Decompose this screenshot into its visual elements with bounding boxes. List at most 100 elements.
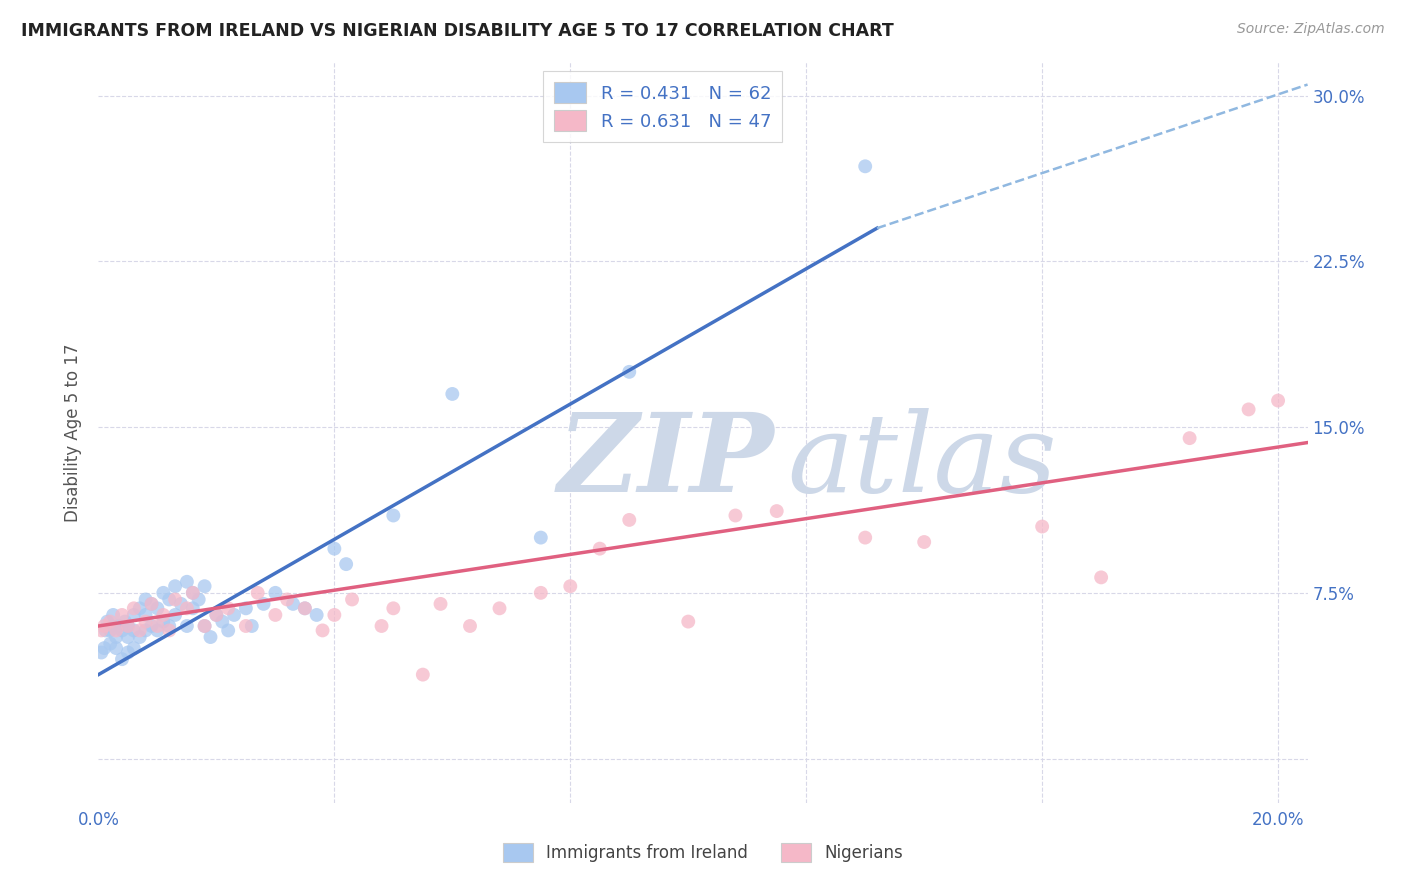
Y-axis label: Disability Age 5 to 17: Disability Age 5 to 17 <box>65 343 83 522</box>
Point <box>912 535 935 549</box>
Point <box>194 619 217 633</box>
Point <box>340 592 363 607</box>
Point <box>105 641 128 656</box>
Point <box>135 592 157 607</box>
Point <box>560 579 582 593</box>
Point <box>141 597 163 611</box>
Point <box>105 624 128 638</box>
Point <box>105 630 128 644</box>
Point <box>335 557 357 571</box>
Point <box>100 619 122 633</box>
Point <box>181 601 204 615</box>
Point <box>200 630 222 644</box>
Point <box>323 607 346 622</box>
Point <box>176 619 198 633</box>
Point <box>530 586 553 600</box>
Point <box>146 619 169 633</box>
Point <box>441 387 464 401</box>
Point <box>294 601 316 615</box>
Point <box>111 607 134 622</box>
Point <box>122 607 145 622</box>
Point <box>252 597 274 611</box>
Point <box>181 586 204 600</box>
Point <box>429 597 451 611</box>
Point <box>235 601 257 615</box>
Point <box>382 601 405 615</box>
Point <box>194 579 217 593</box>
Point <box>246 586 269 600</box>
Point <box>217 601 239 615</box>
Point <box>294 601 316 615</box>
Point <box>281 597 304 611</box>
Point <box>128 601 150 615</box>
Point <box>619 365 641 379</box>
Point <box>187 592 209 607</box>
Point <box>305 607 328 622</box>
Point <box>122 601 145 615</box>
Point <box>152 615 174 629</box>
Point <box>141 619 163 633</box>
Point <box>853 531 876 545</box>
Point <box>141 597 163 611</box>
Point <box>117 646 139 660</box>
Point <box>111 624 134 638</box>
Point <box>765 504 787 518</box>
Point <box>117 619 139 633</box>
Point <box>1031 519 1053 533</box>
Point <box>211 615 233 629</box>
Point <box>157 592 180 607</box>
Point <box>98 624 121 638</box>
Point <box>222 607 245 622</box>
Point <box>146 601 169 615</box>
Point <box>276 592 298 607</box>
Point <box>98 637 121 651</box>
Point <box>101 607 124 622</box>
Point <box>114 615 136 629</box>
Point <box>117 619 139 633</box>
Point <box>370 619 392 633</box>
Point <box>117 630 139 644</box>
Point <box>152 586 174 600</box>
Point <box>93 619 115 633</box>
Point <box>1178 431 1201 445</box>
Point <box>135 615 157 629</box>
Text: Source: ZipAtlas.com: Source: ZipAtlas.com <box>1237 22 1385 37</box>
Point <box>530 531 553 545</box>
Point <box>94 624 117 638</box>
Point <box>152 607 174 622</box>
Point <box>90 646 112 660</box>
Point <box>235 619 257 633</box>
Point <box>146 624 169 638</box>
Point <box>108 619 131 633</box>
Point <box>135 624 157 638</box>
Point <box>382 508 405 523</box>
Text: IMMIGRANTS FROM IRELAND VS NIGERIAN DISABILITY AGE 5 TO 17 CORRELATION CHART: IMMIGRANTS FROM IRELAND VS NIGERIAN DISA… <box>21 22 894 40</box>
Point <box>853 159 876 173</box>
Point <box>157 619 180 633</box>
Point <box>724 508 747 523</box>
Point <box>98 615 121 629</box>
Legend: Immigrants from Ireland, Nigerians: Immigrants from Ireland, Nigerians <box>496 836 910 869</box>
Point <box>122 624 145 638</box>
Text: atlas: atlas <box>787 409 1057 516</box>
Point <box>240 619 263 633</box>
Point <box>122 641 145 656</box>
Point <box>181 586 204 600</box>
Point <box>176 601 198 615</box>
Point <box>96 615 118 629</box>
Point <box>170 597 193 611</box>
Point <box>323 541 346 556</box>
Point <box>311 624 333 638</box>
Point <box>205 607 228 622</box>
Point <box>135 607 157 622</box>
Point <box>90 624 112 638</box>
Point <box>1090 570 1112 584</box>
Point <box>589 541 612 556</box>
Point <box>165 592 187 607</box>
Point <box>165 607 187 622</box>
Point <box>93 641 115 656</box>
Point <box>488 601 510 615</box>
Point <box>128 630 150 644</box>
Point <box>412 667 434 681</box>
Point <box>157 624 180 638</box>
